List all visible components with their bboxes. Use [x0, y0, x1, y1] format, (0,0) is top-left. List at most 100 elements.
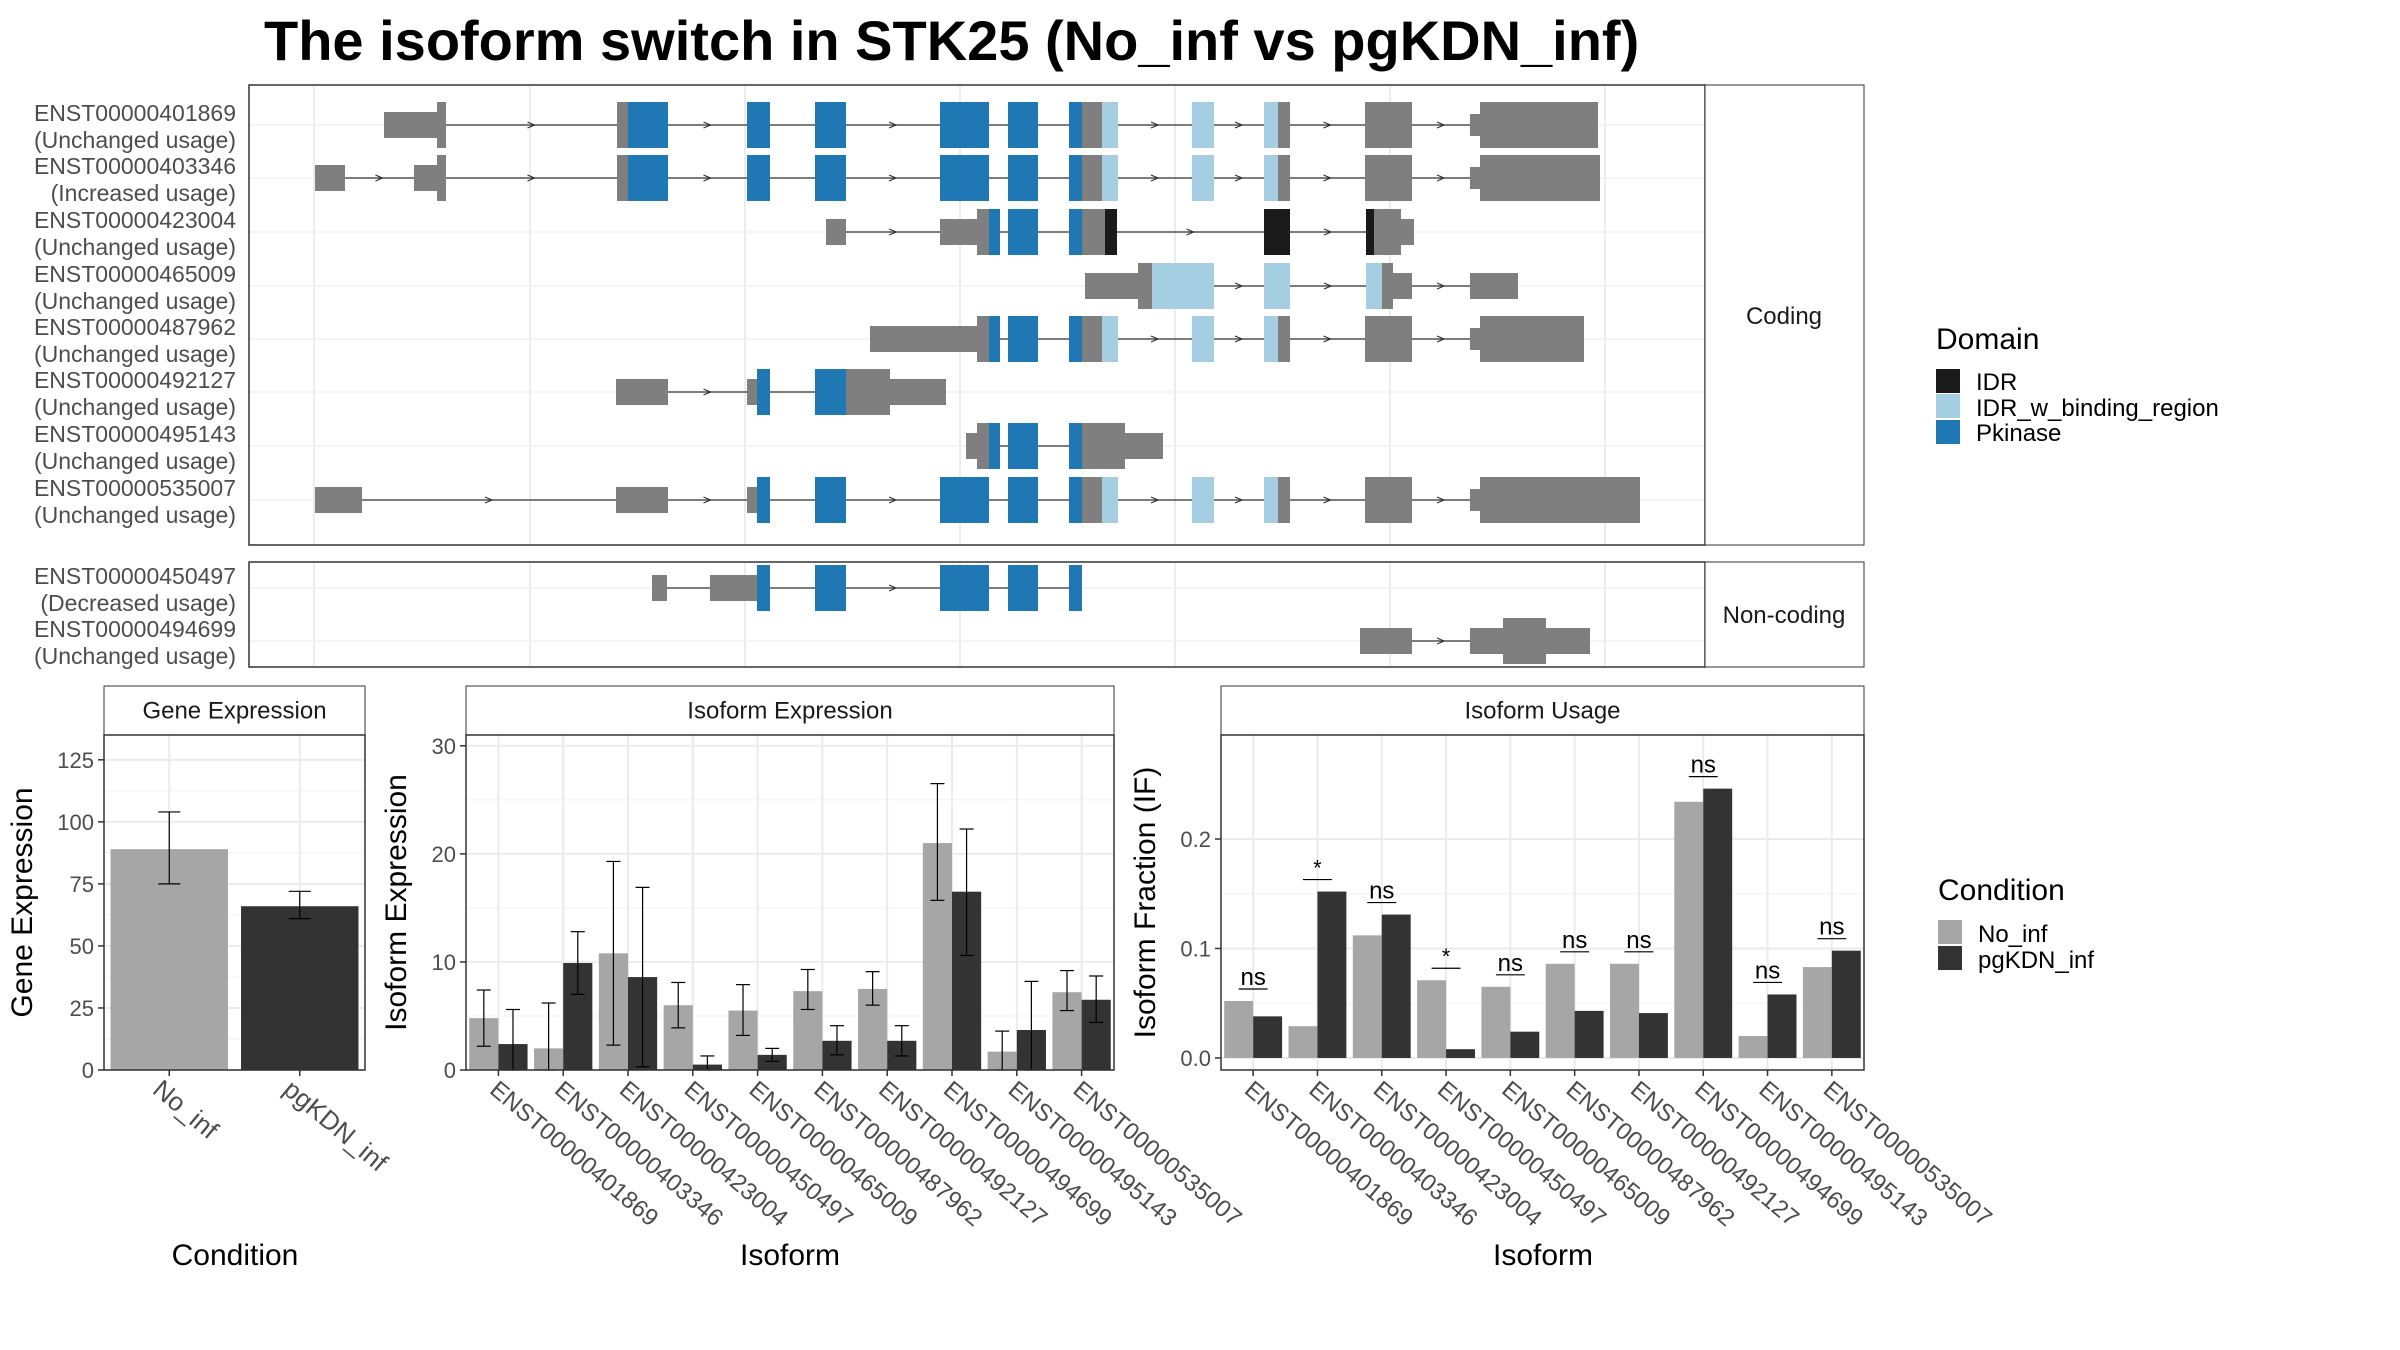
strand-arrow — [1323, 282, 1333, 290]
significance-label: * — [1442, 944, 1451, 969]
legend-label-no-inf: No_inf — [1978, 921, 2048, 948]
exon-segment — [628, 102, 668, 148]
exon-segment — [940, 102, 989, 148]
exon-segment — [1102, 155, 1118, 201]
bar — [757, 1054, 787, 1070]
exon-segment — [1278, 102, 1290, 148]
transcript-id-label: ENST00000495143 — [34, 421, 236, 447]
exon-segment — [1105, 209, 1117, 255]
exon-segment — [870, 326, 977, 352]
transcript-usage-label: (Unchanged usage) — [34, 448, 236, 474]
strand-arrow — [1150, 174, 1160, 182]
exon-segment — [757, 369, 770, 415]
figure-title: The isoform switch in STK25 (No_inf vs p… — [264, 9, 1639, 72]
exon-segment — [1503, 618, 1546, 664]
transcript-id-label: ENST00000494699 — [34, 616, 236, 642]
bar — [1510, 1031, 1540, 1058]
bar — [1317, 891, 1347, 1058]
exon-segment — [1192, 155, 1214, 201]
transcript-id-label: ENST00000403346 — [34, 153, 236, 179]
bar — [1481, 986, 1511, 1058]
exon-segment — [1366, 209, 1374, 255]
exon-segment — [1192, 102, 1214, 148]
y-tick-label: 20 — [432, 842, 456, 867]
strand-arrow — [1234, 496, 1244, 504]
exon-segment — [1278, 155, 1290, 201]
error-bar — [930, 783, 945, 901]
transcript-id-label: ENST00000450497 — [34, 563, 236, 589]
exon-segment — [1082, 316, 1102, 362]
transcript-row — [826, 209, 1414, 255]
exon-segment — [1480, 155, 1600, 201]
transcript-usage-label: (Unchanged usage) — [34, 643, 236, 669]
exon-segment — [616, 379, 668, 405]
transcript-id-label: ENST00000465009 — [34, 261, 236, 287]
error-bar — [671, 981, 686, 1029]
bar — [1545, 963, 1575, 1058]
exon-segment — [977, 423, 989, 469]
exon-segment — [989, 316, 1000, 362]
strand-arrow — [1436, 174, 1446, 182]
exon-segment — [1366, 263, 1382, 309]
strand-arrow — [703, 121, 713, 129]
strand-arrow — [527, 121, 537, 129]
error-bar — [635, 886, 650, 1068]
panel-strip — [1220, 685, 1865, 736]
exon-segment — [1470, 114, 1480, 136]
exon-segment — [1360, 628, 1412, 654]
domain-legend: Domain IDR IDR_w_binding_region Pkinase — [1936, 323, 2219, 447]
exon-segment — [757, 477, 770, 523]
exon-segment — [1069, 209, 1082, 255]
y-tick-label: 10 — [432, 950, 456, 975]
exon-segment — [617, 155, 628, 201]
error-bar — [829, 1025, 844, 1056]
exon-segment — [966, 433, 977, 459]
exon-segment — [940, 477, 989, 523]
transcript-usage-label: (Unchanged usage) — [34, 341, 236, 367]
exon-segment — [815, 155, 846, 201]
strand-arrow — [1234, 174, 1244, 182]
exon-segment — [1082, 209, 1105, 255]
strand-arrow — [1436, 335, 1446, 343]
legend-key-pkinase — [1936, 420, 1960, 444]
exon-segment — [1125, 433, 1163, 459]
exon-segment — [1138, 263, 1152, 309]
strand-arrow — [1323, 174, 1333, 182]
exon-segment — [1264, 155, 1278, 201]
exon-segment — [815, 369, 846, 415]
strand-arrow — [888, 496, 898, 504]
transcript-usage-label: (Unchanged usage) — [34, 288, 236, 314]
exon-segment — [1365, 102, 1412, 148]
transcript-usage-label: (Decreased usage) — [40, 590, 236, 616]
significance-label: ns — [1562, 927, 1587, 954]
y-tick-label: 100 — [57, 810, 94, 835]
panel-strip — [465, 685, 1115, 736]
noncoding-strip — [1704, 561, 1865, 668]
exon-segment — [1069, 565, 1082, 611]
bar — [1417, 980, 1447, 1058]
strand-arrow — [888, 174, 898, 182]
y-tick-label: 25 — [70, 996, 94, 1021]
domain-legend-title: Domain — [1936, 323, 2039, 356]
error-bar — [1060, 969, 1075, 1012]
error-bar — [288, 890, 311, 920]
exon-segment — [315, 487, 362, 513]
panel-title: Isoform Usage — [1464, 698, 1620, 725]
exon-segment — [1008, 155, 1038, 201]
transcript-row — [870, 316, 1584, 362]
exon-segment — [710, 575, 757, 601]
strand-arrow — [1436, 121, 1446, 129]
y-tick-label: 0.1 — [1180, 936, 1211, 961]
exon-segment — [437, 102, 446, 148]
error-bar — [800, 968, 815, 1011]
x-axis-title: Condition — [172, 1239, 299, 1272]
transcript-structure-plot: ENST00000401869(Unchanged usage)ENST0000… — [34, 84, 1865, 669]
strand-arrow — [1323, 335, 1333, 343]
panel-border — [103, 734, 366, 1071]
transcript-id-label: ENST00000492127 — [34, 367, 236, 393]
y-tick-label: 125 — [57, 748, 94, 773]
strand-arrow — [888, 584, 898, 592]
bar — [1802, 967, 1832, 1058]
exon-segment — [1470, 628, 1503, 654]
error-bar — [476, 989, 491, 1047]
